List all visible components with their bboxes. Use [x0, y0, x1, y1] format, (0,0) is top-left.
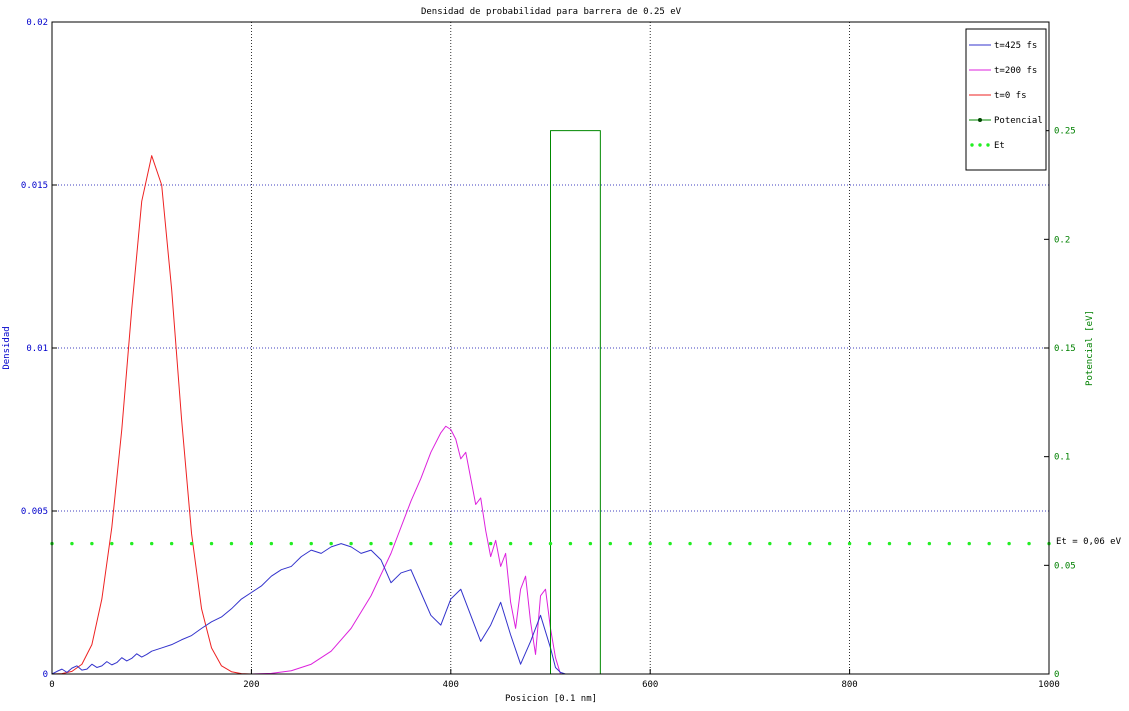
y2-tick-label: 0.25 — [1054, 127, 1076, 137]
x-tick-label: 800 — [841, 680, 857, 690]
et-point — [927, 541, 932, 546]
x-tick-label: 600 — [642, 680, 658, 690]
et-point — [70, 541, 74, 546]
et-point — [449, 541, 453, 546]
et-point — [169, 541, 174, 546]
et-point — [808, 541, 812, 546]
x-tick-label: 0 — [49, 680, 54, 690]
legend-item: Et — [970, 141, 1005, 151]
legend-item: Potencial — [969, 116, 1043, 126]
y-axis-label: Densidad — [2, 326, 12, 369]
legend-item: t=0 fs — [969, 91, 1027, 101]
et-point — [728, 541, 732, 546]
legend-marker — [970, 143, 974, 147]
et-point — [369, 541, 373, 546]
legend-marker — [978, 118, 982, 122]
et-point — [648, 541, 652, 546]
et-point — [349, 541, 353, 546]
y2-tick-label: 0.1 — [1054, 453, 1070, 463]
et-point — [608, 541, 613, 546]
et-point — [1007, 541, 1011, 546]
et-point — [289, 541, 293, 546]
et-point — [429, 541, 433, 546]
x-tick-label: 400 — [443, 680, 459, 690]
legend-marker — [986, 143, 990, 147]
x-axis: 0 200 400 600 800 1000 — [49, 669, 1060, 690]
y2-tick-label: 0.2 — [1054, 235, 1070, 245]
series-line-potencial — [52, 130, 1049, 675]
et-point — [110, 541, 114, 546]
et-point — [867, 541, 872, 546]
y2-tick-label: 0.15 — [1054, 344, 1076, 354]
legend-label: t=200 fs — [994, 66, 1037, 76]
et-point — [887, 541, 892, 546]
x-axis-label: Posicion [0.1 nm] — [505, 694, 597, 704]
et-point — [249, 541, 254, 546]
series-line-t-425-fs — [51, 543, 566, 675]
legend: t=425 fs t=200 fs t=0 fs Potencial Et — [965, 28, 1047, 171]
legend-item: t=425 fs — [969, 41, 1037, 51]
et-point — [508, 541, 513, 546]
et-point — [847, 541, 852, 546]
et-point — [1027, 541, 1031, 546]
y-tick-label: 0.01 — [26, 344, 48, 354]
y-axis-left: 0 0.005 0.01 0.015 0.02 — [21, 18, 57, 680]
et-point — [469, 541, 473, 546]
y-tick-label: 0.005 — [21, 507, 48, 517]
et-point — [748, 541, 752, 546]
et-point — [409, 541, 413, 546]
et-point — [209, 541, 214, 546]
et-point — [768, 541, 772, 546]
legend-label: Et — [994, 141, 1005, 151]
series-line-t-200-fs — [52, 425, 561, 675]
y-tick-label: 0.02 — [26, 18, 48, 28]
y-axis-right: 0 0.05 0.1 0.15 0.2 0.25 — [1044, 127, 1076, 680]
series-layer — [50, 130, 1051, 675]
et-point — [389, 541, 393, 546]
et-point — [150, 541, 154, 546]
et-point — [329, 541, 333, 546]
et-point — [947, 541, 951, 546]
legend-marker — [978, 143, 982, 147]
y-tick-label: 0.015 — [21, 181, 48, 191]
et-point — [827, 541, 832, 546]
legend-item: t=200 fs — [969, 66, 1037, 76]
chart-title: Densidad de probabilidad para barrera de… — [421, 7, 682, 17]
et-point — [967, 541, 971, 546]
et-point — [189, 541, 194, 546]
et-point — [488, 541, 493, 546]
et-point — [788, 541, 792, 546]
x-tick-label: 200 — [243, 680, 259, 690]
et-point — [688, 541, 692, 546]
et-point — [548, 541, 553, 546]
legend-label: Potencial — [994, 116, 1043, 126]
et-point — [987, 541, 991, 546]
et-point — [907, 541, 912, 546]
legend-label: t=0 fs — [994, 91, 1027, 101]
et-point — [568, 541, 573, 546]
y-tick-label: 0 — [43, 670, 48, 680]
et-point — [90, 541, 94, 546]
et-annotation: Et = 0,06 eV — [1056, 537, 1122, 547]
et-point — [588, 541, 593, 546]
y2-tick-label: 0 — [1054, 670, 1059, 680]
et-point — [309, 541, 313, 546]
et-point — [668, 541, 672, 546]
et-point — [628, 541, 632, 546]
et-point — [130, 541, 134, 546]
series-line-t-0-fs — [51, 155, 252, 675]
legend-label: t=425 fs — [994, 41, 1037, 51]
et-point — [229, 541, 234, 546]
y2-axis-label: Potencial [eV] — [1085, 310, 1095, 386]
et-point — [528, 541, 533, 546]
y2-tick-label: 0.05 — [1054, 561, 1076, 571]
et-point — [269, 541, 274, 546]
et-point — [708, 541, 712, 546]
x-tick-label: 1000 — [1038, 680, 1060, 690]
